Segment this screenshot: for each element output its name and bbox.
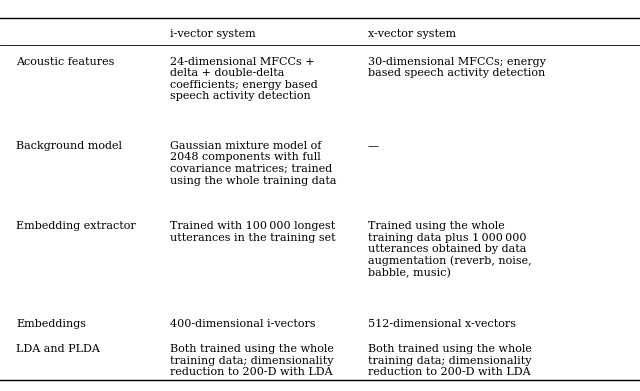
Text: LDA and PLDA: LDA and PLDA — [16, 344, 100, 354]
Text: Both trained using the whole
training data; dimensionality
reduction to 200-D wi: Both trained using the whole training da… — [170, 344, 333, 377]
Text: i-vector system: i-vector system — [170, 29, 255, 39]
Text: Both trained using the whole
training data; dimensionality
reduction to 200-D wi: Both trained using the whole training da… — [368, 344, 532, 377]
Text: Embedding extractor: Embedding extractor — [16, 221, 136, 231]
Text: Background model: Background model — [16, 141, 122, 151]
Text: Trained using the whole
training data plus 1 000 000
utterances obtained by data: Trained using the whole training data pl… — [368, 221, 532, 278]
Text: Acoustic features: Acoustic features — [16, 57, 115, 67]
Text: 512-dimensional x-vectors: 512-dimensional x-vectors — [368, 319, 516, 329]
Text: 400-dimensional i-vectors: 400-dimensional i-vectors — [170, 319, 316, 329]
Text: Trained with 100 000 longest
utterances in the training set: Trained with 100 000 longest utterances … — [170, 221, 335, 242]
Text: 24-dimensional MFCCs +
delta + double-delta
coefficients; energy based
speech ac: 24-dimensional MFCCs + delta + double-de… — [170, 57, 317, 102]
Text: Gaussian mixture model of
2048 components with full
covariance matrices; trained: Gaussian mixture model of 2048 component… — [170, 141, 336, 186]
Text: —: — — [368, 141, 379, 151]
Text: Embeddings: Embeddings — [16, 319, 86, 329]
Text: x-vector system: x-vector system — [368, 29, 456, 39]
Text: 30-dimensional MFCCs; energy
based speech activity detection: 30-dimensional MFCCs; energy based speec… — [368, 57, 546, 78]
